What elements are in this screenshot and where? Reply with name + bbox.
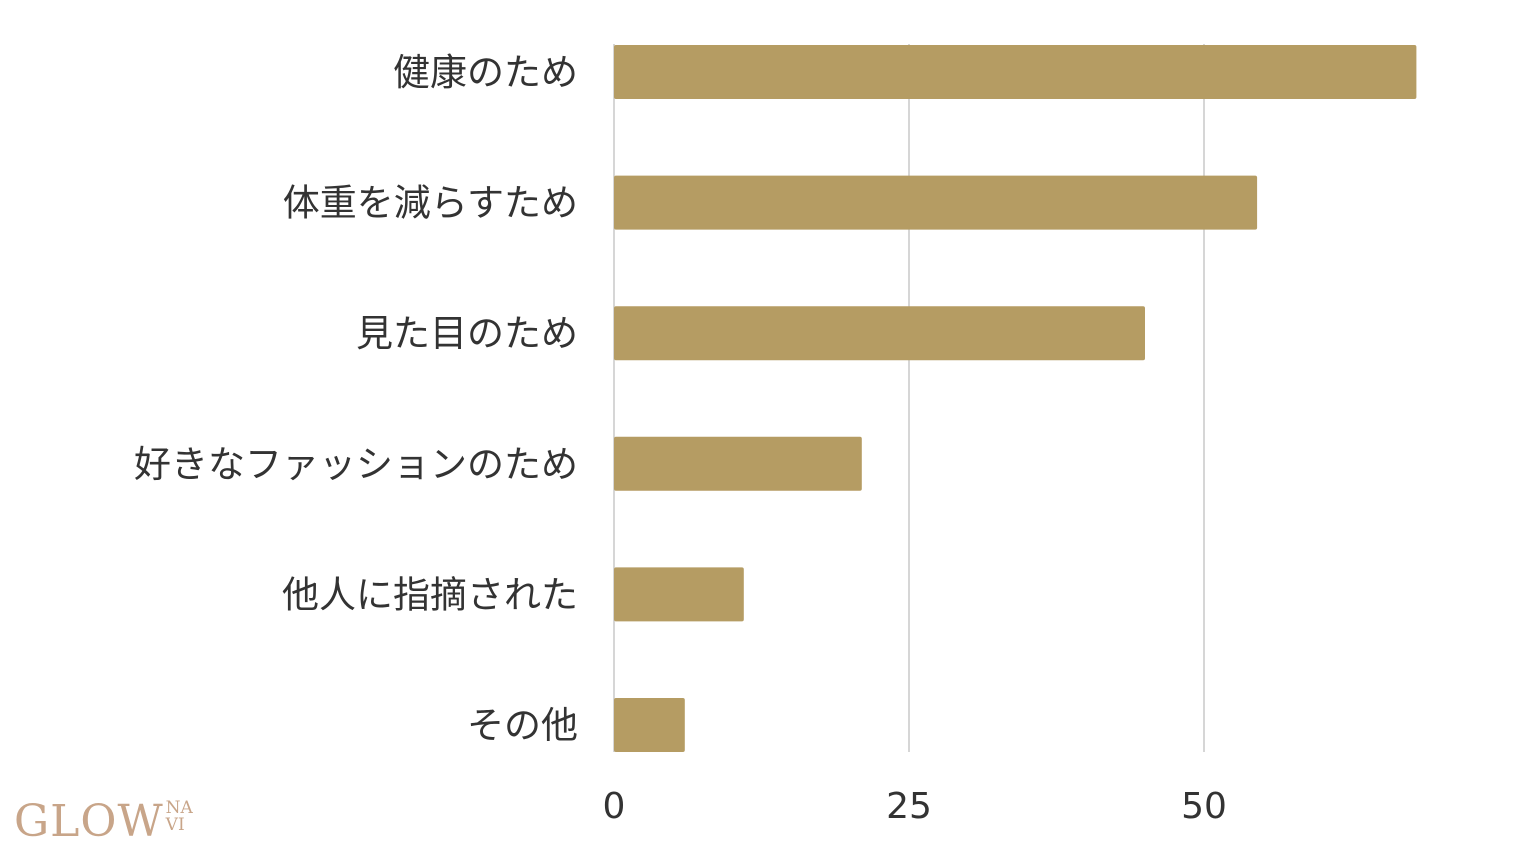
bar: [614, 175, 1258, 230]
category-label: 見た目のため: [356, 312, 578, 355]
bars: [614, 45, 1417, 752]
category-labels: 健康のため体重を減らすため見た目のため好きなファッションのため他人に指摘されたそ…: [134, 51, 578, 747]
bar: [614, 698, 685, 752]
x-tick-label: 25: [886, 786, 932, 827]
x-tick-label: 0: [603, 786, 626, 827]
category-label: 好きなファッションのため: [134, 443, 578, 486]
logo-sub-top: NA: [165, 798, 193, 818]
grid: [613, 44, 1205, 752]
glownavi-logo: GLOW NA VI: [14, 796, 193, 848]
bar: [614, 436, 862, 491]
category-label: 他人に指摘された: [282, 573, 578, 616]
logo-sub-text: NA VI: [166, 800, 193, 834]
category-label: 健康のため: [393, 51, 578, 94]
logo-main-text: GLOW: [14, 796, 164, 847]
logo-sub-bottom: VI: [165, 815, 185, 835]
bar: [614, 306, 1145, 361]
bar: [614, 45, 1417, 99]
bar: [614, 567, 744, 622]
category-label: 体重を減らすため: [283, 182, 578, 225]
x-tick-label: 50: [1181, 786, 1227, 827]
category-label: その他: [467, 704, 578, 747]
x-ticks: 0 25 50: [603, 786, 1227, 827]
